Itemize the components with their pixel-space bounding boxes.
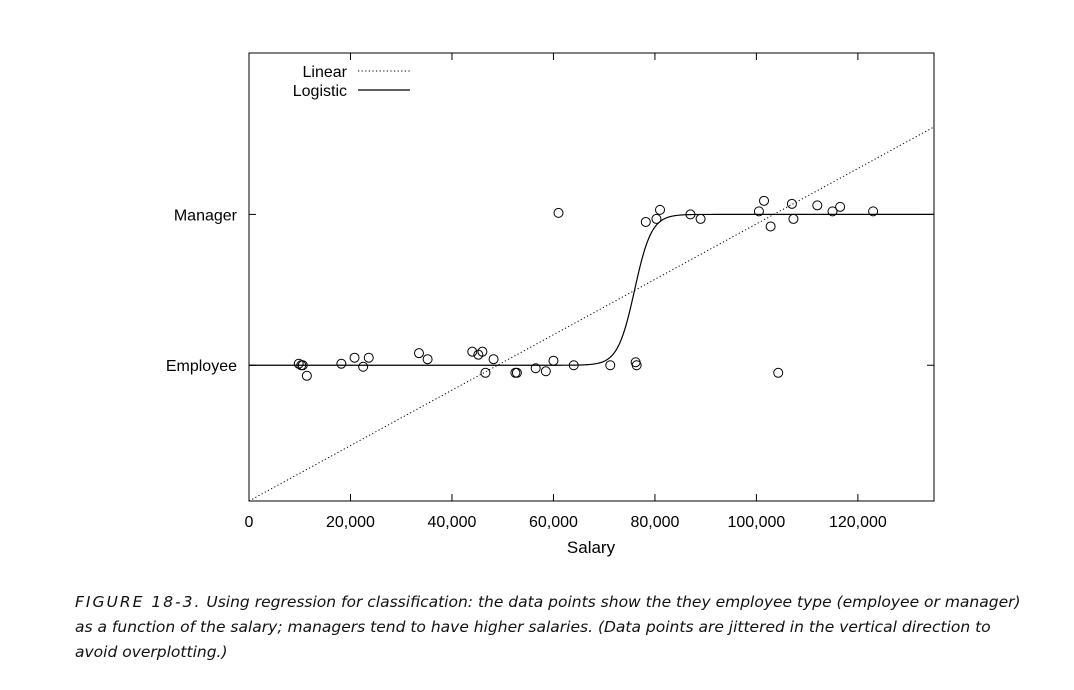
linear-regression-line — [249, 126, 934, 501]
legend-linear-label: Linear — [303, 64, 348, 81]
data-point — [835, 201, 846, 212]
data-point — [488, 354, 499, 365]
legend: Linear Logistic — [293, 64, 410, 100]
x-tick-label: 40,000 — [427, 514, 476, 531]
y-axis-tick-labels: Employee Manager — [166, 207, 238, 375]
data-point — [477, 346, 488, 357]
axis-ticks — [249, 53, 934, 501]
data-point — [605, 360, 616, 371]
data-point — [753, 206, 764, 217]
data-point — [511, 367, 522, 378]
data-point — [553, 207, 564, 218]
x-tick-label: 0 — [245, 514, 254, 531]
plot-frame — [248, 52, 935, 502]
data-point — [358, 361, 369, 372]
data-point — [540, 366, 551, 377]
logistic-regression-curve — [249, 213, 934, 366]
x-tick-label: 60,000 — [529, 514, 578, 531]
data-points — [293, 195, 879, 381]
data-point — [422, 354, 433, 365]
data-point — [827, 206, 838, 217]
data-point — [788, 213, 799, 224]
data-point — [655, 204, 665, 215]
caption-text: Using regression for classification: the… — [75, 593, 1021, 661]
data-point — [349, 352, 360, 363]
data-point — [773, 367, 784, 378]
data-point — [336, 358, 347, 369]
data-point — [786, 198, 797, 209]
data-point — [293, 358, 304, 369]
figure-label: FIGURE 18-3. — [75, 593, 202, 611]
data-point — [631, 360, 642, 371]
y-tick-label: Manager — [174, 207, 238, 224]
x-axis-tick-labels: 0 20,000 40,000 60,000 80,000 100,000 120,000 — [245, 514, 887, 531]
chart: 0 20,000 40,000 60,000 80,000 100,000 120,000 … — [166, 52, 935, 557]
data-point — [695, 213, 706, 224]
x-tick-label: 20,000 — [326, 514, 375, 531]
data-point — [765, 221, 776, 232]
data-point — [363, 352, 374, 363]
x-tick-label: 100,000 — [727, 514, 785, 531]
data-point — [301, 370, 312, 381]
data-point — [467, 346, 478, 357]
data-point — [868, 206, 879, 217]
data-point — [297, 360, 308, 371]
data-point — [530, 363, 541, 374]
data-point — [640, 216, 651, 227]
data-point — [685, 209, 696, 220]
data-point — [413, 348, 424, 359]
data-point — [759, 195, 770, 206]
x-tick-label: 80,000 — [630, 514, 679, 531]
data-point — [812, 200, 823, 211]
data-point — [548, 355, 559, 366]
x-axis-title: Salary — [567, 538, 616, 557]
data-point — [651, 213, 662, 224]
data-point — [568, 360, 579, 371]
x-tick-label: 120,000 — [829, 514, 887, 531]
legend-logistic-label: Logistic — [293, 83, 347, 100]
data-point — [480, 367, 491, 378]
y-tick-label: Employee — [166, 358, 237, 375]
figure-caption: FIGURE 18-3. Using regression for classi… — [75, 590, 1035, 665]
